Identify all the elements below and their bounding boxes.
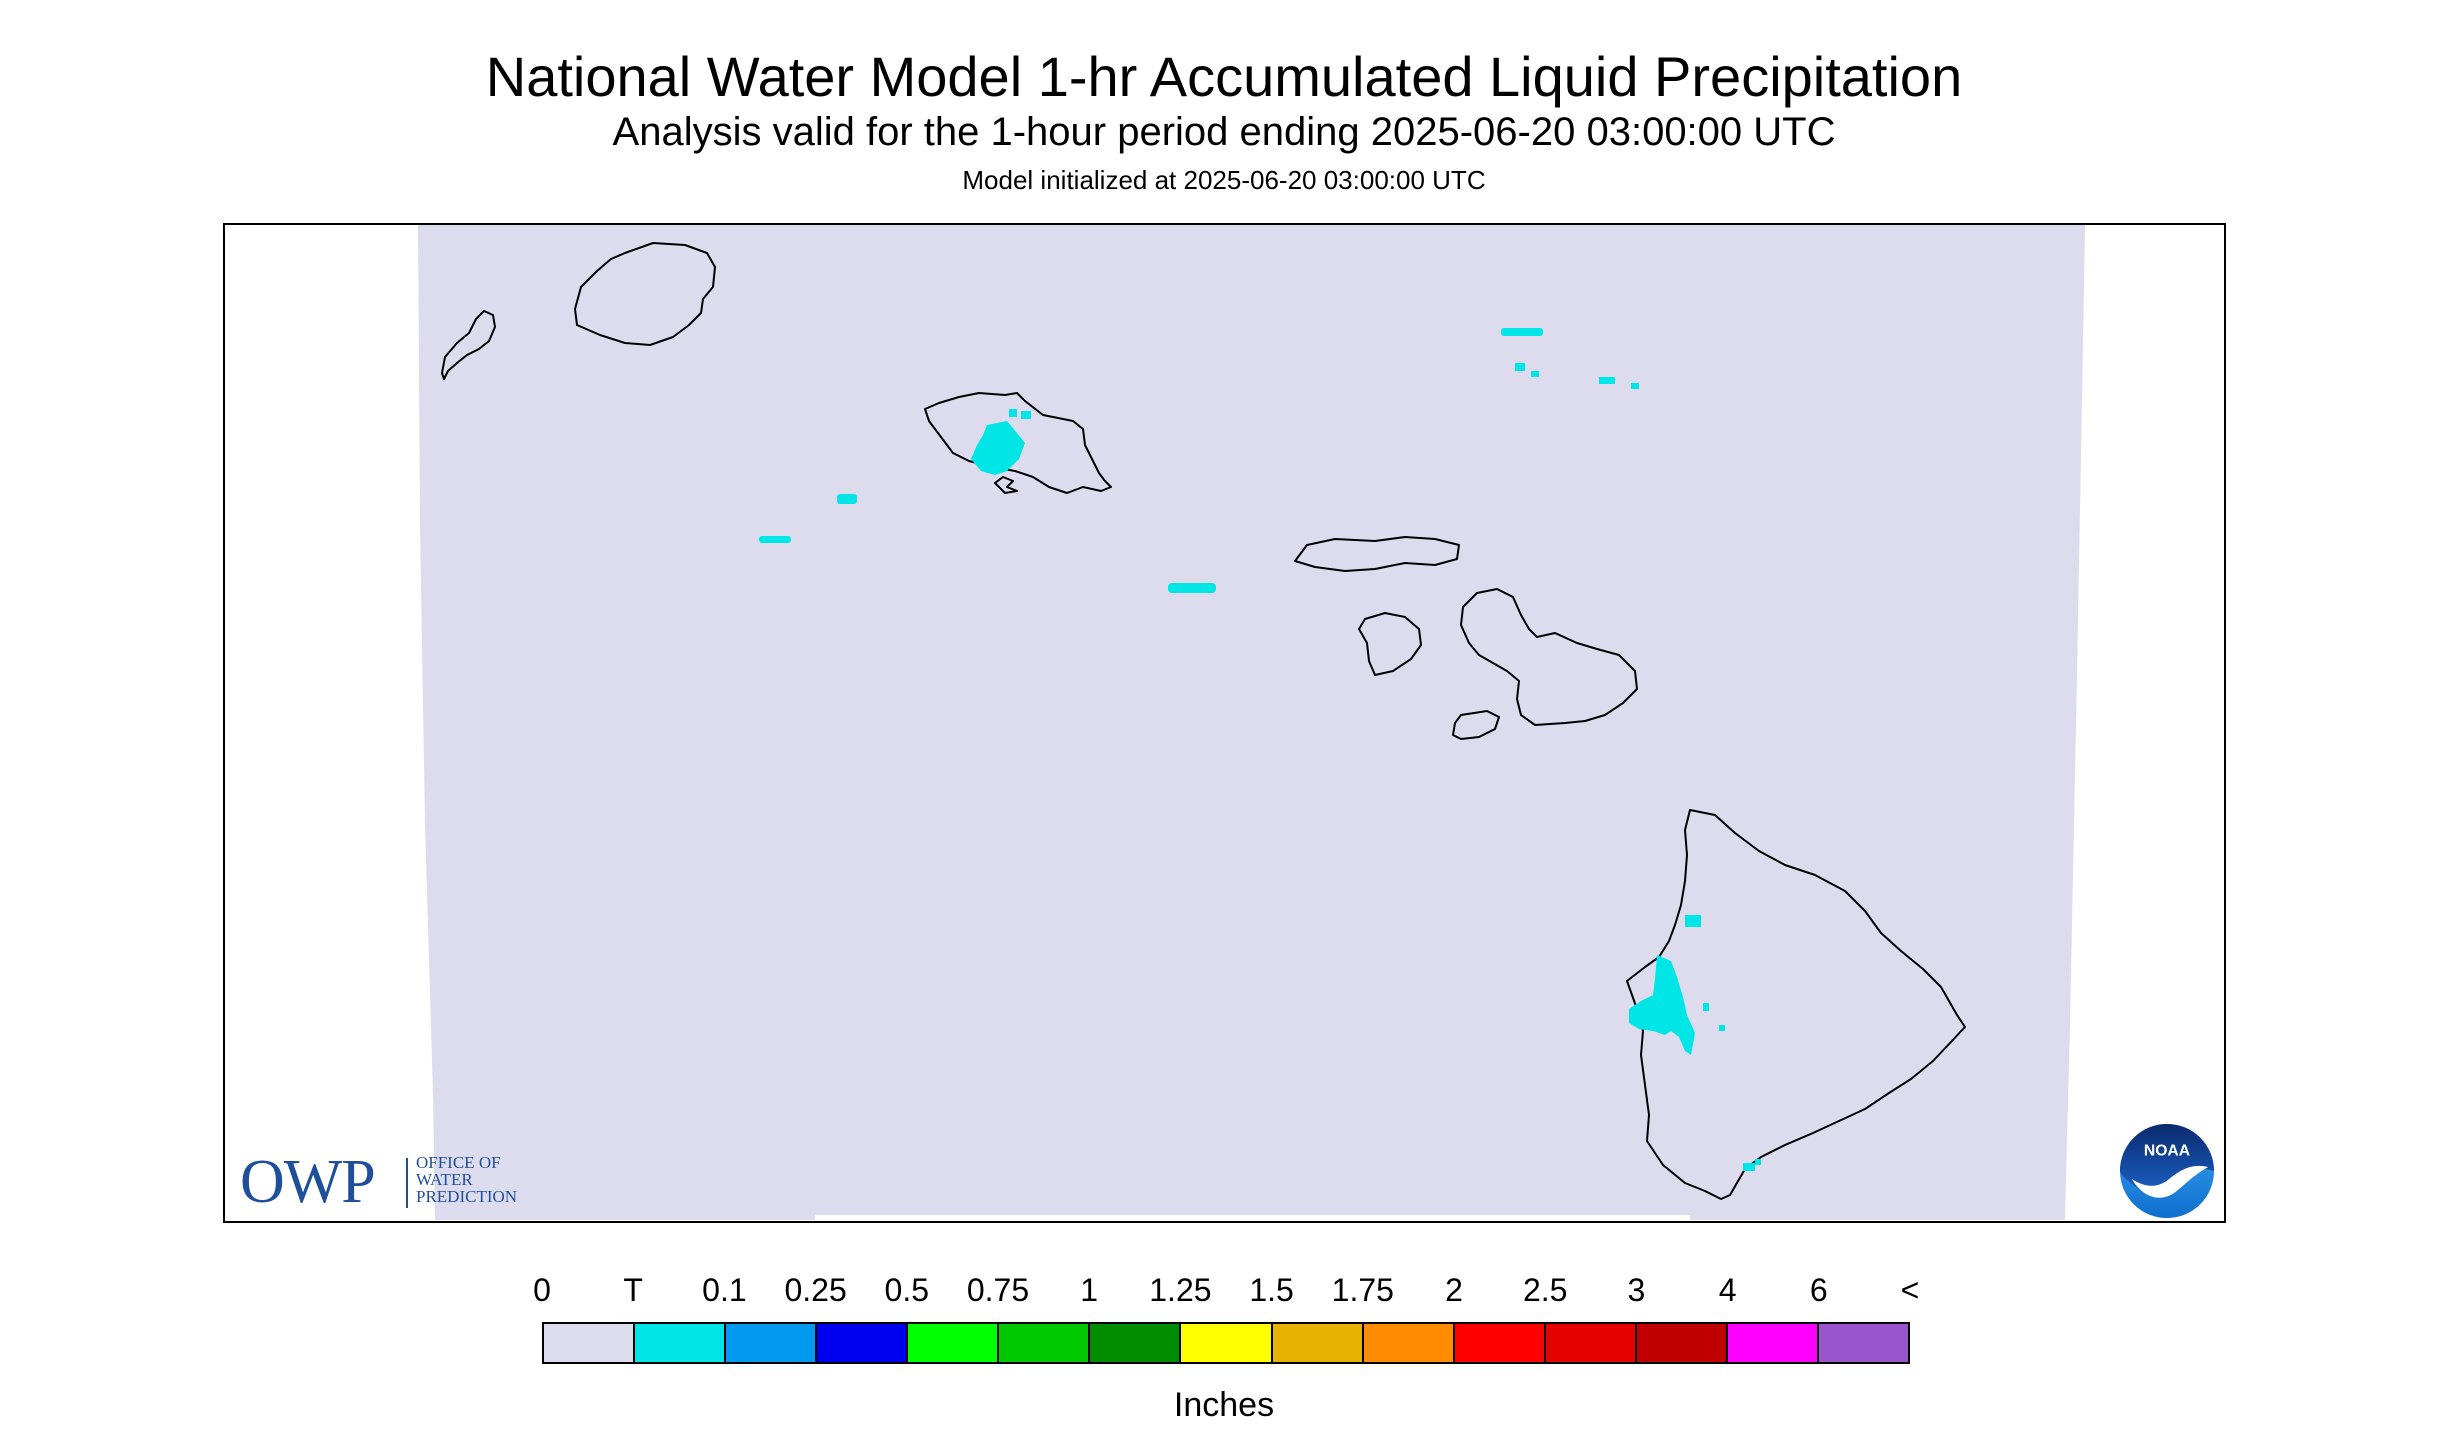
legend-units: Inches (1173, 1386, 1275, 1424)
precip-cell (1703, 1003, 1709, 1011)
legend-color-cell (908, 1324, 1000, 1362)
legend-tick-label: 0 (533, 1272, 551, 1308)
island-kahoolawe (1452, 710, 1500, 740)
precip-cell (1021, 411, 1031, 419)
legend-color-cell (635, 1324, 727, 1362)
noaa-logo-text: NOAA (2144, 1142, 2190, 1159)
legend-tick-label: 0.25 (784, 1272, 847, 1308)
precip-cell (1515, 363, 1525, 371)
legend-color-cell (817, 1324, 909, 1362)
legend-color-cell (999, 1324, 1091, 1362)
map-canvas (418, 225, 2085, 1220)
model-domain (418, 225, 2085, 1220)
island-molokai (1294, 536, 1460, 572)
owp-logo-text: OFFICE OF WATER PREDICTION (416, 1154, 517, 1205)
owp-logo-line: WATER (416, 1170, 473, 1189)
legend-color-cell (1727, 1324, 1819, 1362)
precip-kona (1629, 955, 1695, 1055)
precip-cell (1168, 583, 1216, 593)
legend-tick-label: 2 (1445, 1272, 1463, 1308)
color-legend (542, 1322, 1910, 1364)
precip-oahu (971, 421, 1025, 475)
precip-cell (1501, 328, 1543, 336)
legend-tick-label: 6 (1809, 1272, 1828, 1308)
precip-cell (1631, 383, 1639, 389)
legend-color-cell (1818, 1324, 1908, 1362)
legend-tick-label: 4 (1718, 1272, 1737, 1308)
precip-cell (759, 536, 791, 543)
precipitation-areas (759, 328, 1761, 1171)
legend-color-cell (1636, 1324, 1728, 1362)
legend-tick-label: 0.75 (966, 1272, 1030, 1308)
island-maui (1460, 588, 1638, 726)
map-subtitle: Analysis valid for the 1-hour period end… (612, 110, 1836, 154)
map-title: National Water Model 1-hr Accumulated Li… (485, 45, 1963, 108)
legend-tick-label: 0.5 (884, 1272, 930, 1308)
owp-logo-line: PREDICTION (416, 1187, 518, 1206)
precip-cell (1755, 1159, 1761, 1165)
island-oahu (924, 392, 1112, 494)
island-kauai (574, 242, 716, 346)
model-init-time: Model initialized at 2025-06-20 03:00:00… (962, 165, 1486, 195)
legend-labels: 0 T 0.1 0.25 0.5 0.75 1 1.25 1.5 1.75 2 2.5 3 4 6 < (0, 1270, 2448, 1310)
legend-color-cell (1090, 1324, 1182, 1362)
precip-cell (837, 494, 857, 504)
legend-color-cell (1181, 1324, 1273, 1362)
legend-tick-label: 1.5 (1249, 1272, 1294, 1308)
precip-cell (1531, 371, 1539, 377)
precip-cell (1009, 409, 1017, 417)
legend-color-cell (1545, 1324, 1637, 1362)
precip-cell (1599, 377, 1615, 384)
legend-color-cell (1272, 1324, 1364, 1362)
noaa-logo: NOAA (2119, 1123, 2215, 1219)
island-hawaii (1626, 809, 1966, 1200)
owp-logo-letters: OWP (240, 1148, 376, 1216)
precip-cell (1685, 915, 1701, 927)
precipitation-map: OWP OFFICE OF WATER PREDICTION NOAA (223, 223, 2226, 1223)
coastlines (441, 242, 1966, 1200)
legend-color-cell (544, 1324, 636, 1362)
legend-tick-label: 3 (1627, 1272, 1646, 1308)
precip-cell (1743, 1163, 1755, 1171)
owp-logo-line: OFFICE OF (416, 1153, 501, 1172)
legend-tick-label: < (1900, 1272, 1920, 1308)
legend-color-cell (726, 1324, 818, 1362)
pearl-harbor (994, 476, 1018, 494)
island-niihau (441, 310, 496, 380)
legend-tick-label: 0.1 (702, 1272, 747, 1308)
precip-cell (1719, 1025, 1725, 1031)
legend-tick-label: 1.25 (1149, 1272, 1212, 1308)
legend-tick-label: T (623, 1272, 643, 1308)
legend-color-cell (1363, 1324, 1455, 1362)
island-lanai (1358, 612, 1422, 676)
legend-tick-label: 2.5 (1522, 1272, 1568, 1308)
legend-tick-label: 1.75 (1331, 1272, 1394, 1308)
owp-logo-divider (406, 1158, 408, 1208)
legend-tick-label: 1 (1080, 1272, 1099, 1308)
legend-color-cell (1454, 1324, 1546, 1362)
